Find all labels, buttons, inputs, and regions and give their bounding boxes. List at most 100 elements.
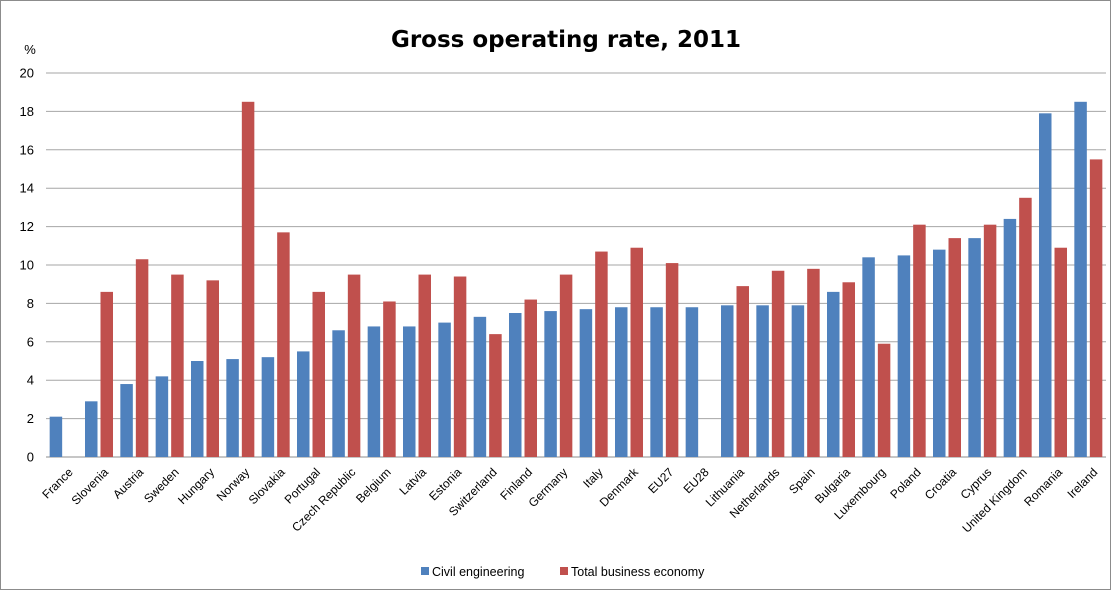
x-tick-label: Poland	[887, 465, 923, 501]
x-tick-label: Denmark	[597, 464, 642, 509]
x-tick-label: Hungary	[175, 465, 217, 507]
bar-civil-engineering	[297, 351, 310, 457]
bar-total-business-economy	[171, 274, 184, 457]
bar-civil-engineering	[403, 326, 416, 457]
legend-swatch	[560, 567, 568, 575]
bar-total-business-economy	[347, 274, 361, 457]
bar-total-business-economy	[489, 334, 502, 457]
x-tick-label: Italy	[580, 465, 605, 490]
bar-civil-engineering	[685, 307, 699, 457]
bar-total-business-economy	[100, 291, 113, 457]
bar-civil-engineering	[862, 257, 875, 457]
bar-total-business-economy	[948, 238, 961, 457]
x-tick-label: Ireland	[1065, 465, 1101, 501]
bar-total-business-economy	[983, 224, 997, 457]
y-tick-label: 8	[27, 296, 34, 311]
bar-civil-engineering	[544, 311, 557, 457]
bar-civil-engineering	[615, 307, 628, 457]
bar-civil-engineering	[367, 326, 381, 457]
bar-total-business-economy	[1019, 197, 1032, 458]
y-axis-unit-label: %	[24, 42, 36, 57]
bar-total-business-economy	[453, 276, 467, 457]
bar-civil-engineering	[120, 384, 133, 457]
y-tick-label: 0	[27, 450, 34, 465]
x-tick-label: Slovakia	[246, 465, 288, 507]
y-axis-ticks: 0 2 4 6 8 10 12 14 16 18 20	[20, 66, 34, 465]
bar-civil-engineering	[1039, 113, 1052, 457]
bar-civil-engineering	[191, 361, 204, 457]
bar-total-business-economy	[665, 263, 679, 457]
legend-label: Civil engineering	[432, 565, 524, 579]
bar-civil-engineering	[85, 401, 98, 457]
bar-civil-engineering	[897, 255, 911, 457]
bar-civil-engineering	[1003, 218, 1017, 457]
bar-total-business-economy	[524, 299, 537, 457]
legend-swatch	[421, 567, 429, 575]
bar-civil-engineering	[473, 316, 487, 457]
y-tick-label: 14	[20, 181, 34, 196]
chart-title: Gross operating rate, 2011	[391, 27, 741, 53]
bar-civil-engineering	[1074, 101, 1087, 458]
bar-total-business-economy	[277, 232, 290, 457]
bar-civil-engineering	[933, 249, 946, 457]
bar-civil-engineering	[650, 307, 663, 457]
bar-total-business-economy	[736, 286, 749, 457]
bar-total-business-economy	[206, 280, 219, 457]
x-tick-label: Croatia	[922, 465, 959, 502]
x-tick-label: Germany	[526, 465, 571, 510]
bar-total-business-economy	[842, 282, 855, 457]
bar-total-business-economy	[135, 259, 149, 457]
bar-total-business-economy	[312, 291, 325, 457]
bar-civil-engineering	[721, 305, 734, 457]
x-tick-label: Spain	[786, 465, 818, 497]
y-tick-label: 12	[20, 219, 34, 234]
legend: Civil engineering Total business economy	[421, 565, 705, 579]
bar-civil-engineering	[49, 416, 63, 457]
bar-civil-engineering	[968, 238, 981, 457]
y-tick-label: 2	[27, 411, 34, 426]
bar-total-business-economy	[559, 274, 573, 457]
bar-civil-engineering	[579, 309, 593, 457]
bar-total-business-economy	[807, 268, 820, 457]
x-tick-label: Sweden	[141, 465, 182, 506]
bar-total-business-economy	[630, 247, 643, 457]
x-tick-label: United Kingdom	[959, 465, 1029, 535]
bar-civil-engineering	[226, 359, 239, 457]
y-tick-label: 20	[20, 66, 34, 81]
x-tick-label: EU27	[645, 465, 676, 496]
bar-total-business-economy	[913, 224, 926, 457]
y-tick-label: 18	[20, 104, 34, 119]
bar-civil-engineering	[438, 322, 451, 457]
legend-label: Total business economy	[571, 565, 705, 579]
x-tick-label: EU28	[681, 465, 712, 496]
x-tick-label: Belgium	[353, 465, 394, 506]
x-tick-label: Slovenia	[69, 465, 112, 508]
bar-civil-engineering	[827, 291, 840, 457]
bar-total-business-economy	[418, 274, 431, 457]
bar-civil-engineering	[791, 305, 805, 457]
y-tick-label: 4	[27, 373, 34, 388]
gridlines	[46, 72, 1106, 458]
bar-total-business-economy	[383, 301, 396, 457]
bar-civil-engineering	[509, 313, 522, 457]
bars	[49, 101, 1103, 458]
bar-civil-engineering	[261, 357, 275, 457]
bar-total-business-economy	[595, 251, 608, 457]
bar-total-business-economy	[1054, 247, 1067, 457]
bar-civil-engineering	[756, 305, 769, 457]
x-tick-label: Romania	[1021, 465, 1065, 509]
bar-total-business-economy	[877, 343, 891, 457]
x-tick-label: Latvia	[397, 465, 430, 498]
bar-total-business-economy	[1089, 159, 1103, 457]
x-tick-label: Czech Republic	[289, 465, 358, 534]
bar-civil-engineering	[155, 376, 169, 457]
y-tick-label: 10	[20, 258, 34, 273]
bar-total-business-economy	[771, 270, 785, 457]
y-tick-label: 6	[27, 334, 34, 349]
y-tick-label: 16	[20, 142, 34, 157]
bar-total-business-economy	[241, 101, 255, 458]
bar-civil-engineering	[332, 330, 345, 457]
